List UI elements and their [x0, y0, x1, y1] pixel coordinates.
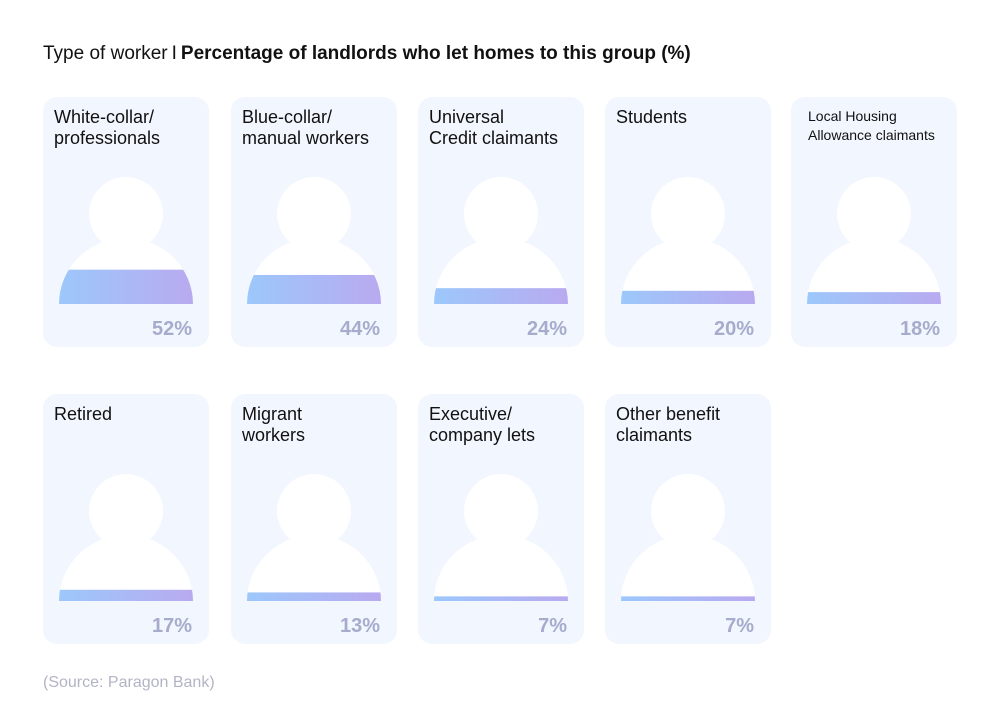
value-label: 18%	[899, 318, 940, 340]
person-head	[651, 177, 725, 251]
category-label: Executive/company lets	[429, 404, 536, 445]
fill-level-bar	[247, 592, 381, 601]
fill-level-bar	[434, 288, 568, 304]
fill-level-bar	[59, 589, 193, 601]
value-label: 24%	[526, 318, 567, 340]
worker-card: Students 20%	[605, 97, 771, 347]
person-figure	[434, 474, 568, 601]
title-separator: I	[171, 43, 177, 64]
person-figure	[621, 474, 755, 601]
category-label: Local Housing Allowance claimants	[808, 108, 935, 143]
fill-level-bar	[59, 269, 193, 304]
worker-card: Local Housing Allowance claimants 18%	[791, 97, 957, 347]
fill-level-bar	[621, 290, 755, 304]
value-label: 20%	[713, 318, 754, 340]
title-prefix: Type of worker	[43, 43, 168, 64]
value-label: 52%	[151, 318, 192, 340]
worker-card: Universal Credit claimants 24%	[418, 97, 584, 347]
person-head	[277, 474, 351, 548]
fill-level-bar	[621, 596, 755, 601]
person-figure	[621, 177, 755, 304]
person-body	[434, 238, 568, 304]
person-head	[464, 177, 538, 251]
category-label: Other benefit claimants	[616, 404, 721, 445]
person-body	[434, 535, 568, 601]
person-figure	[247, 474, 381, 601]
source-note: (Source: Paragon Bank)	[43, 674, 215, 691]
value-label: 7%	[538, 615, 567, 637]
chart-title: Type of worker I Percentage of landlords w…	[43, 42, 691, 66]
title-main: Percentage of landlords who let homes to…	[180, 43, 691, 64]
value-label: 44%	[339, 318, 380, 340]
fill-level-bar	[807, 292, 941, 304]
worker-card: Executive/company lets 7%	[418, 394, 584, 644]
worker-card: Blue-collar/manual workers 44%	[231, 97, 397, 347]
person-body	[621, 238, 755, 304]
worker-card: Retired 17%	[43, 394, 209, 644]
person-figure	[59, 474, 193, 601]
person-body	[59, 535, 193, 601]
person-body	[247, 535, 381, 601]
person-head	[277, 177, 351, 251]
person-body	[807, 238, 941, 304]
person-head	[89, 177, 163, 251]
category-label: Students	[616, 107, 688, 127]
value-label: 7%	[725, 615, 754, 637]
category-label: Universal Credit claimants	[429, 107, 559, 148]
category-label: Migrant workers	[242, 404, 306, 445]
worker-card: White-collar/professionals 52%	[43, 97, 209, 347]
value-label: 17%	[151, 615, 192, 637]
person-body	[621, 535, 755, 601]
person-head	[89, 474, 163, 548]
person-figure	[807, 177, 941, 304]
value-label: 13%	[339, 615, 380, 637]
worker-card: Other benefit claimants 7%	[605, 394, 771, 644]
person-head	[837, 177, 911, 251]
person-head	[464, 474, 538, 548]
worker-card: Migrant workers 13%	[231, 394, 397, 644]
person-figure	[247, 177, 381, 304]
person-figure	[434, 177, 568, 304]
person-head	[651, 474, 725, 548]
fill-level-bar	[434, 596, 568, 601]
fill-level-bar	[247, 274, 381, 304]
category-label: White-collar/professionals	[54, 107, 161, 148]
person-figure	[59, 177, 193, 304]
category-label: Blue-collar/manual workers	[242, 107, 370, 148]
category-label: Retired	[54, 404, 113, 424]
